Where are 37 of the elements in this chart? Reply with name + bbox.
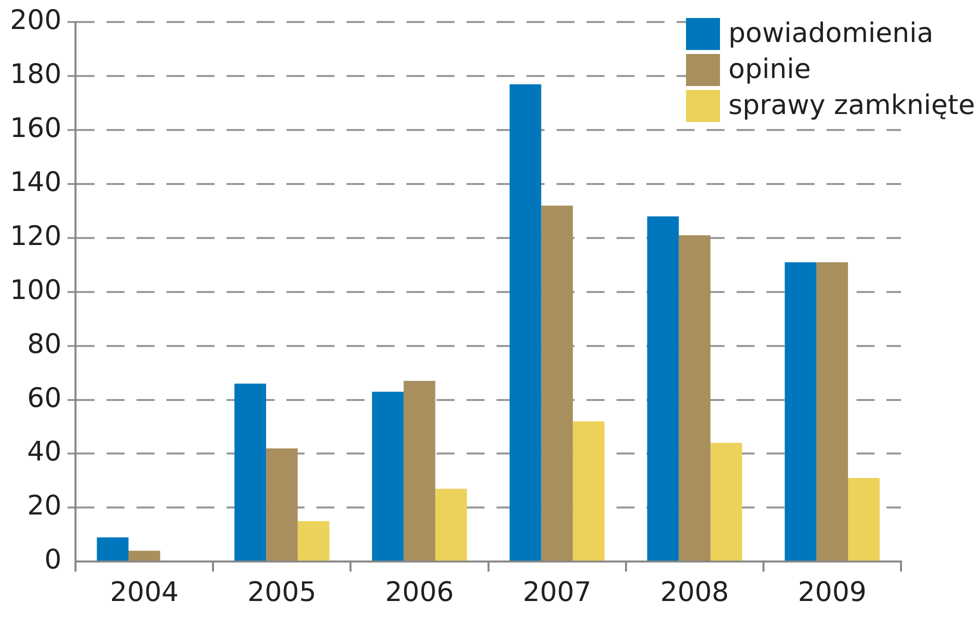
bar bbox=[266, 448, 298, 561]
y-tick-label: 140 bbox=[10, 167, 62, 198]
y-tick-label: 20 bbox=[27, 490, 62, 522]
bar bbox=[128, 550, 160, 561]
bar bbox=[816, 262, 848, 561]
bar bbox=[541, 206, 573, 561]
x-tick-label: 2008 bbox=[660, 576, 729, 608]
y-tick-label: 40 bbox=[27, 436, 62, 468]
bar bbox=[848, 478, 880, 561]
x-tick-label: 2007 bbox=[522, 576, 592, 608]
bar bbox=[784, 262, 816, 561]
x-tick-label: 2009 bbox=[798, 576, 867, 608]
bar bbox=[96, 537, 128, 561]
bar bbox=[678, 235, 710, 561]
bar bbox=[510, 84, 542, 561]
x-tick-label: 2005 bbox=[248, 576, 316, 608]
y-tick-label: 180 bbox=[10, 59, 62, 90]
bar bbox=[298, 521, 330, 561]
bar bbox=[435, 488, 467, 561]
bar bbox=[372, 392, 404, 561]
bar bbox=[404, 380, 436, 561]
y-tick-label: 100 bbox=[10, 274, 62, 306]
y-tick-label: 80 bbox=[27, 328, 62, 360]
bar bbox=[710, 442, 742, 561]
bar bbox=[234, 384, 266, 561]
legend-label: sprawy zamknięte bbox=[728, 89, 975, 123]
y-tick-label: 0 bbox=[44, 544, 62, 576]
legend-label: opinie bbox=[728, 53, 811, 87]
bar bbox=[647, 216, 679, 561]
x-tick-label: 2006 bbox=[385, 576, 454, 608]
y-tick-label: 60 bbox=[27, 382, 62, 414]
y-tick-label: 160 bbox=[10, 113, 62, 144]
x-tick-label: 2004 bbox=[110, 576, 179, 608]
bar bbox=[572, 421, 605, 561]
legend-label: powiadomienia bbox=[728, 17, 934, 51]
y-tick-label: 200 bbox=[10, 5, 62, 36]
y-tick-label: 120 bbox=[10, 220, 62, 252]
